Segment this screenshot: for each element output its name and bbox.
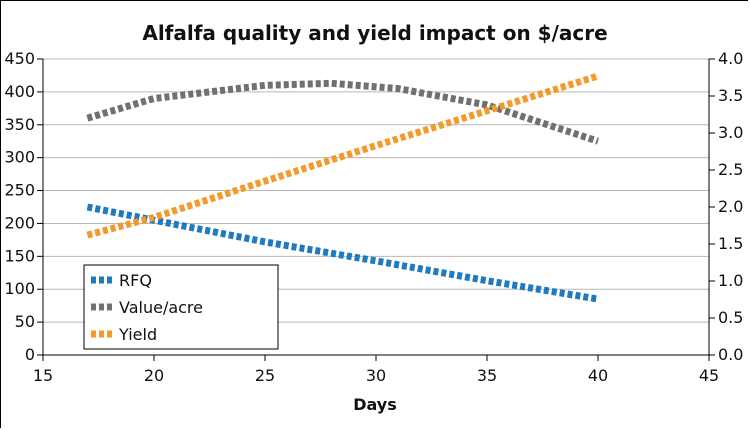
left-tick-label-2: 100 <box>4 279 35 298</box>
x-axis-label: Days <box>353 395 397 414</box>
right-tick-label-2: 1.0 <box>718 271 743 290</box>
left-tick-label-5: 250 <box>4 181 35 200</box>
right-y-axis-ticks: 0.0 0.5 1.0 1.5 2.0 2.5 3.0 3.5 4.0 <box>709 49 743 364</box>
legend: RFQ Value/acre Yield <box>83 264 279 350</box>
series-line-yield <box>86 72 600 239</box>
legend-box <box>83 264 279 350</box>
legend-label-rfq: RFQ <box>119 271 152 290</box>
right-tick-label-4: 2.0 <box>718 197 743 216</box>
x-tick-label-2: 25 <box>255 366 275 385</box>
x-tick-label-6: 45 <box>699 366 719 385</box>
x-tick-label-4: 35 <box>477 366 497 385</box>
left-tick-label-6: 300 <box>4 148 35 167</box>
x-tick-label-0: 15 <box>33 366 53 385</box>
right-tick-label-8: 4.0 <box>718 49 743 68</box>
left-tick-label-3: 150 <box>4 246 35 265</box>
right-tick-label-1: 0.5 <box>718 308 743 327</box>
x-tick-label-1: 20 <box>144 366 164 385</box>
left-tick-label-8: 400 <box>4 82 35 101</box>
right-tick-label-6: 3.0 <box>718 123 743 142</box>
x-tick-label-3: 30 <box>366 366 386 385</box>
right-tick-label-5: 2.5 <box>718 160 743 179</box>
right-tick-label-7: 3.5 <box>718 86 743 105</box>
left-tick-label-1: 50 <box>15 312 35 331</box>
left-tick-label-0: 0 <box>25 345 35 364</box>
series-line-value-acre <box>86 79 600 145</box>
left-y-axis-ticks: 0 50 100 150 200 250 300 350 400 450 <box>4 49 43 364</box>
left-tick-label-9: 450 <box>4 49 35 68</box>
right-tick-label-3: 1.5 <box>718 234 743 253</box>
x-axis-ticks: 15 20 25 30 35 40 45 <box>33 355 719 385</box>
left-tick-label-7: 350 <box>4 115 35 134</box>
legend-items: RFQ Value/acre Yield <box>91 271 203 344</box>
x-tick-label-5: 40 <box>588 366 608 385</box>
legend-label-yield: Yield <box>118 325 157 344</box>
right-tick-label-0: 0.0 <box>718 345 743 364</box>
series-lines <box>86 72 600 303</box>
legend-label-value-acre: Value/acre <box>119 298 203 317</box>
left-tick-label-4: 200 <box>4 213 35 232</box>
chart-title: Alfalfa quality and yield impact on $/ac… <box>142 21 607 45</box>
